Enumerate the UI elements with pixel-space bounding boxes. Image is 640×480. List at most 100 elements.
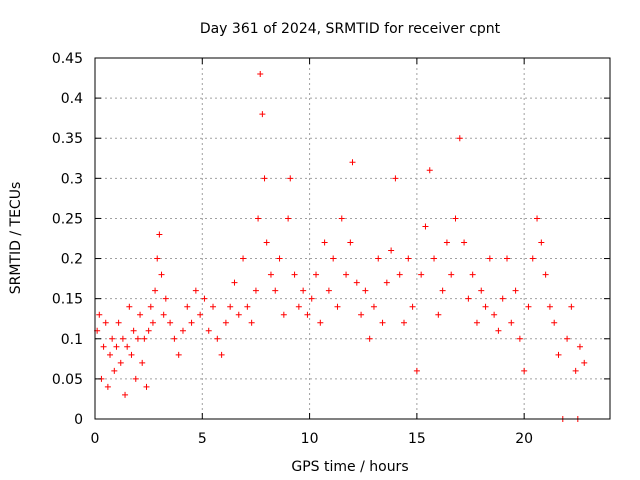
data-point xyxy=(160,311,167,318)
data-point xyxy=(113,343,120,350)
data-point xyxy=(235,311,242,318)
data-point xyxy=(512,287,519,294)
data-point xyxy=(197,311,204,318)
x-tick-label: 15 xyxy=(408,431,426,447)
data-point xyxy=(171,335,178,342)
data-point xyxy=(572,367,579,374)
data-point xyxy=(366,335,373,342)
data-point xyxy=(261,175,268,182)
data-point xyxy=(100,343,107,350)
data-point xyxy=(443,239,450,246)
data-point xyxy=(409,303,416,310)
data-point xyxy=(396,271,403,278)
data-point xyxy=(111,367,118,374)
data-point xyxy=(516,335,523,342)
data-point xyxy=(499,295,506,302)
data-point xyxy=(362,287,369,294)
data-point xyxy=(564,335,571,342)
data-point xyxy=(448,271,455,278)
data-point xyxy=(267,271,274,278)
data-point xyxy=(542,271,549,278)
data-point xyxy=(124,343,131,350)
data-point xyxy=(334,303,341,310)
data-point xyxy=(439,287,446,294)
data-point xyxy=(240,255,247,262)
data-point xyxy=(413,367,420,374)
data-point xyxy=(504,255,510,262)
data-point xyxy=(358,311,365,318)
data-point xyxy=(581,359,588,366)
data-point xyxy=(152,287,159,294)
y-tick-label: 0.4 xyxy=(61,91,83,107)
data-point xyxy=(147,303,154,310)
data-point xyxy=(134,335,141,342)
data-point xyxy=(141,335,148,342)
data-point xyxy=(338,215,345,222)
data-point xyxy=(263,239,270,246)
y-tick-label: 0.15 xyxy=(52,292,83,308)
data-point xyxy=(465,295,472,302)
data-point xyxy=(287,175,294,182)
data-point xyxy=(431,255,438,262)
data-point xyxy=(508,319,515,326)
y-tick-label: 0.3 xyxy=(61,171,83,187)
data-point xyxy=(128,351,135,358)
data-point xyxy=(115,319,122,326)
data-point xyxy=(218,351,225,358)
x-tick-label: 0 xyxy=(91,431,100,447)
data-point xyxy=(538,239,545,246)
data-point xyxy=(255,215,262,222)
data-point xyxy=(375,255,382,262)
axis-ticks: 0 0.05 0.1 0.15 0.2 0.25 0.3 0.35 0.4 0.45 0 5 10 15 2… xyxy=(52,51,610,447)
data-point xyxy=(156,231,163,238)
data-point xyxy=(145,327,152,334)
y-tick-label: 0.05 xyxy=(52,372,83,388)
data-point xyxy=(102,319,109,326)
data-point xyxy=(456,135,463,142)
data-point xyxy=(154,255,161,262)
data-point xyxy=(122,391,129,398)
data-point xyxy=(300,287,307,294)
data-point xyxy=(158,271,165,278)
data-point xyxy=(473,319,480,326)
data-point xyxy=(192,287,199,294)
data-point xyxy=(401,319,407,326)
data-point xyxy=(495,327,502,334)
data-point xyxy=(107,351,114,358)
data-point xyxy=(244,303,251,310)
data-point xyxy=(379,319,386,326)
data-point xyxy=(139,359,146,366)
data-point xyxy=(117,359,124,366)
data-point xyxy=(383,279,390,286)
data-point xyxy=(119,335,126,342)
data-point xyxy=(137,311,144,318)
data-point xyxy=(529,255,536,262)
data-point xyxy=(257,71,264,78)
data-point xyxy=(546,303,553,310)
data-point xyxy=(162,295,169,302)
data-point xyxy=(313,271,320,278)
data-point xyxy=(435,311,442,318)
data-point xyxy=(295,303,302,310)
data-point xyxy=(231,279,238,286)
data-point xyxy=(349,159,356,166)
data-point xyxy=(104,383,111,390)
data-point xyxy=(272,287,279,294)
y-tick-label: 0.45 xyxy=(52,51,83,67)
data-point xyxy=(317,319,324,326)
data-point xyxy=(426,167,433,174)
data-point xyxy=(325,287,332,294)
data-point xyxy=(167,319,174,326)
x-tick-label: 20 xyxy=(515,431,533,447)
data-point xyxy=(126,303,133,310)
data-point xyxy=(184,303,191,310)
data-point xyxy=(291,271,298,278)
data-point xyxy=(252,287,259,294)
data-point xyxy=(370,303,377,310)
data-point xyxy=(469,271,476,278)
data-point xyxy=(280,311,287,318)
y-tick-label: 0.2 xyxy=(61,252,83,268)
data-point xyxy=(461,239,468,246)
data-point xyxy=(478,287,485,294)
